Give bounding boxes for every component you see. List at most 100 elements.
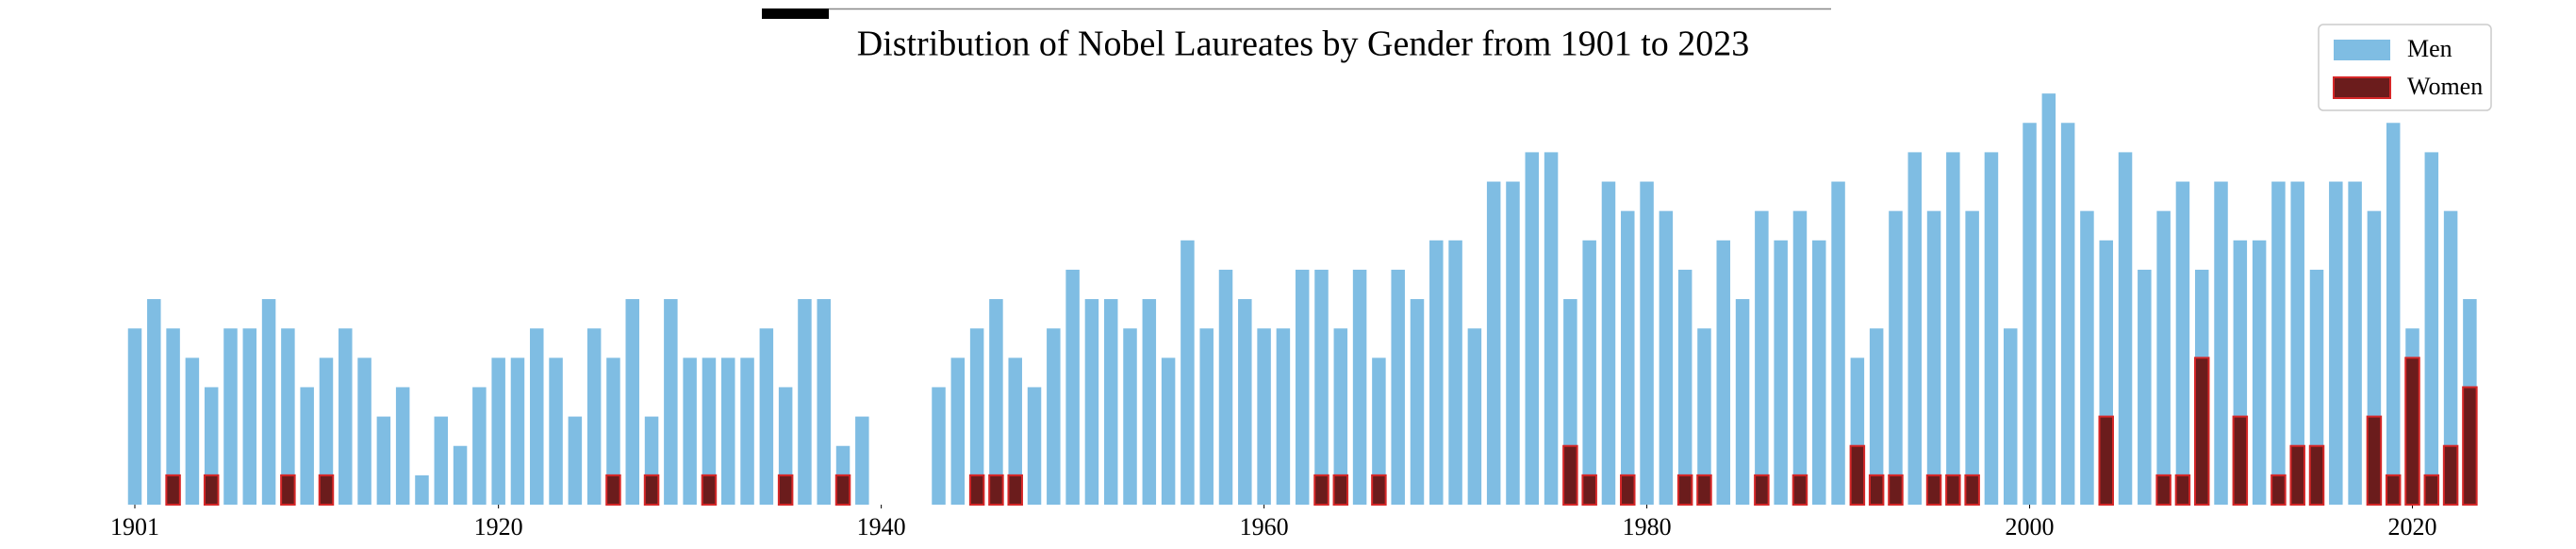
bar <box>568 416 583 505</box>
bar <box>1332 474 1349 507</box>
bar <box>740 358 754 505</box>
x-tick-label: 1920 <box>474 513 523 541</box>
bar <box>1581 474 1597 507</box>
bar <box>1964 474 1980 507</box>
bar <box>1946 152 1960 505</box>
bar <box>261 299 276 505</box>
x-tick-label: 2000 <box>2006 513 2055 541</box>
bar <box>2424 152 2439 505</box>
bar <box>530 328 544 505</box>
bar <box>586 328 602 505</box>
bar <box>1888 474 1904 507</box>
bar <box>2175 181 2190 506</box>
bar <box>376 416 391 505</box>
bar <box>549 358 563 505</box>
bar <box>1735 299 1750 505</box>
bar <box>1008 358 1022 505</box>
bar <box>1755 210 1769 505</box>
x-tick-label: 1980 <box>1623 513 1672 541</box>
bar <box>1467 328 1482 505</box>
bar <box>2271 474 2287 507</box>
bar <box>280 474 296 507</box>
bar <box>2098 415 2114 507</box>
bar <box>1218 269 1233 505</box>
bar <box>1506 181 1520 506</box>
x-tick-label: 2020 <box>2388 513 2437 541</box>
bar <box>2404 357 2420 507</box>
bar <box>759 328 774 505</box>
bar <box>1562 444 1578 507</box>
bar <box>701 474 718 507</box>
bar <box>1391 269 1405 505</box>
bar <box>1276 328 1291 505</box>
bar <box>1620 474 1636 507</box>
bar <box>166 328 180 505</box>
bar <box>1295 269 1310 505</box>
bar <box>989 299 1003 505</box>
bar <box>2174 474 2191 507</box>
bar <box>683 358 697 505</box>
bar <box>1352 269 1367 505</box>
bar <box>834 474 851 507</box>
bar <box>2060 123 2075 505</box>
bar <box>223 328 238 505</box>
bar <box>2442 444 2459 507</box>
bar <box>357 358 372 505</box>
bar <box>1601 181 1616 506</box>
bar <box>1889 210 1903 505</box>
bar <box>2138 269 2152 505</box>
bar <box>2289 444 2305 507</box>
bar <box>165 474 181 507</box>
bar <box>625 299 640 505</box>
bar <box>1333 328 1348 505</box>
bar <box>702 358 717 505</box>
bar <box>817 299 831 505</box>
bar <box>1907 152 1922 505</box>
bar <box>2193 357 2210 507</box>
bar <box>1754 474 1770 507</box>
bar <box>1181 240 1195 506</box>
legend-swatch <box>2334 40 2390 60</box>
bar <box>1582 240 1596 506</box>
legend-swatch <box>2333 76 2391 99</box>
bar <box>1486 181 1501 506</box>
bar <box>318 474 335 507</box>
bar <box>415 474 429 505</box>
bar <box>2041 93 2056 505</box>
bar <box>643 474 660 507</box>
bar <box>319 358 334 505</box>
bar <box>1677 269 1693 505</box>
bar <box>300 387 314 505</box>
bar <box>127 328 142 505</box>
x-tick-label: 1940 <box>857 513 906 541</box>
bar <box>491 358 505 505</box>
chart-title: Distribution of Nobel Laureates by Gende… <box>857 25 1750 64</box>
legend: Men Women <box>2318 24 2492 111</box>
bar <box>1238 299 1252 505</box>
bar <box>968 474 985 507</box>
bar <box>1659 210 1674 505</box>
bar <box>1926 210 1941 505</box>
bar <box>1065 269 1080 505</box>
bar <box>1103 299 1118 505</box>
bar <box>472 387 487 505</box>
x-tick-label: 1960 <box>1240 513 1289 541</box>
bar <box>855 416 869 505</box>
bar <box>1774 240 1788 506</box>
bar <box>1868 474 1885 507</box>
bar <box>2214 181 2228 506</box>
bar <box>1429 240 1444 506</box>
bar <box>2308 444 2325 507</box>
bar <box>1621 210 1635 505</box>
bar <box>2155 474 2171 507</box>
bar <box>2290 181 2304 506</box>
bar <box>1027 387 1042 505</box>
scroll-thumb <box>762 8 829 19</box>
bar <box>1792 474 1808 507</box>
bar <box>1696 474 1712 507</box>
bar <box>2443 210 2458 505</box>
bar <box>1945 474 1961 507</box>
bar <box>2386 123 2401 505</box>
bar <box>1849 444 1866 507</box>
